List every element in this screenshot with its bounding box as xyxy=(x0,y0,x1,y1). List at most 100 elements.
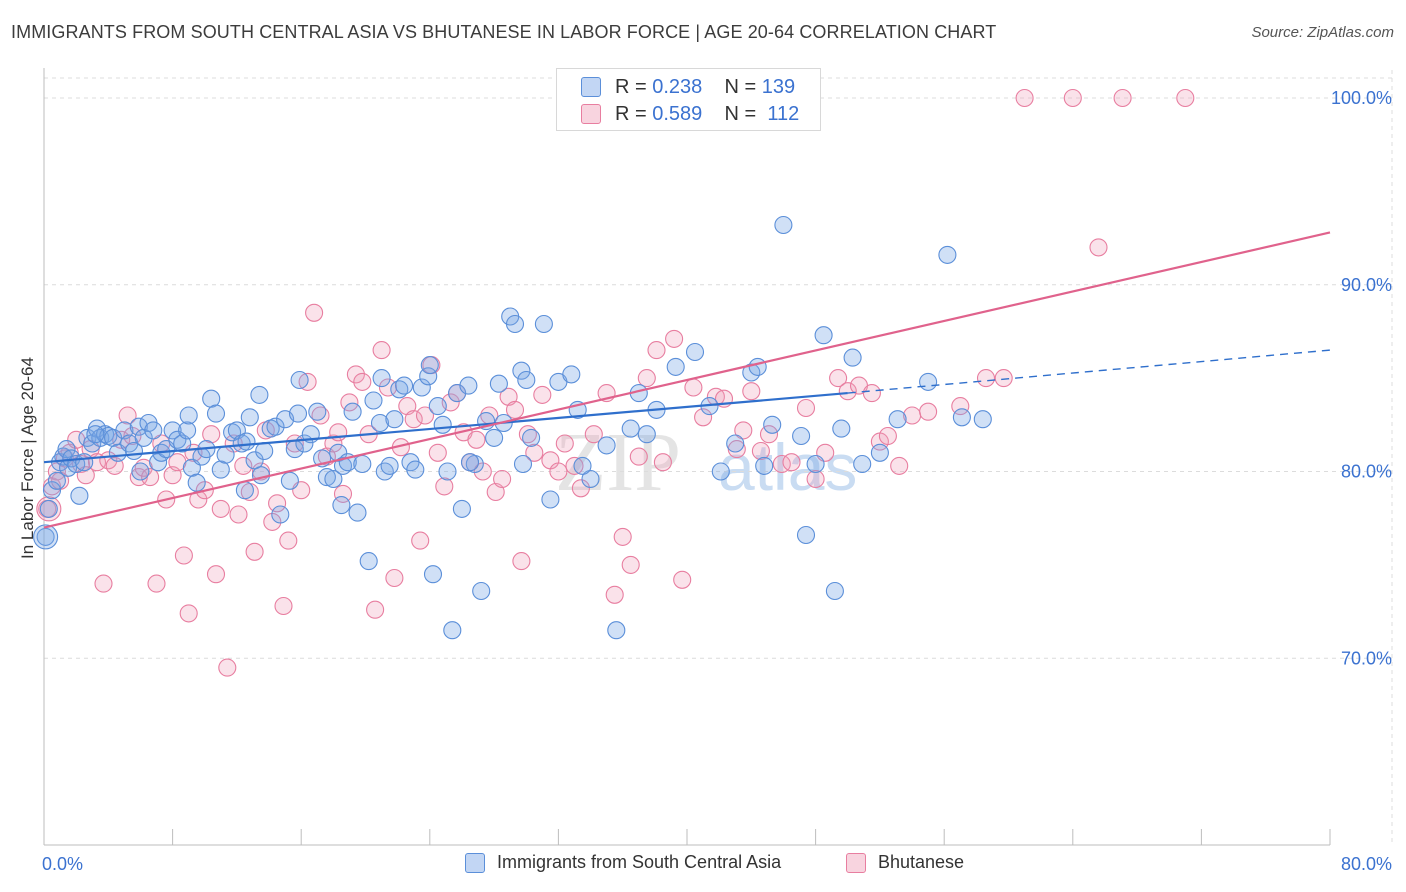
y-tick-label: 80.0% xyxy=(1341,462,1392,482)
data-point xyxy=(404,410,423,429)
data-point xyxy=(131,462,150,481)
data-point xyxy=(348,503,367,522)
data-point xyxy=(380,456,399,475)
x-tick-label: 80.0% xyxy=(1341,854,1392,874)
data-point xyxy=(637,369,656,388)
data-point xyxy=(621,419,640,438)
data-point xyxy=(332,496,351,515)
data-point xyxy=(796,398,816,418)
data-point xyxy=(149,453,168,472)
data-point xyxy=(994,369,1013,388)
legend-r-value: 0.238 xyxy=(652,75,703,98)
legend-n-value: 112 xyxy=(767,102,800,125)
bhutanese-points xyxy=(36,88,1195,677)
data-point xyxy=(353,372,372,391)
tick-labels: 70.0% 80.0% 90.0% 100.0% 0.0% 80.0% xyxy=(42,88,1392,874)
data-point xyxy=(375,462,394,481)
legend-r-label: R = xyxy=(615,75,647,98)
data-point xyxy=(555,434,574,453)
data-point xyxy=(525,443,544,462)
data-point xyxy=(372,369,391,388)
data-point xyxy=(279,531,298,550)
data-point xyxy=(919,402,938,421)
data-point xyxy=(75,453,94,472)
data-point xyxy=(665,329,684,348)
data-point xyxy=(684,378,703,397)
y-tick-label: 70.0% xyxy=(1341,648,1392,668)
data-point xyxy=(406,460,425,479)
data-point xyxy=(419,367,438,386)
data-point xyxy=(435,477,454,496)
data-point xyxy=(411,531,430,550)
data-point xyxy=(428,443,447,462)
data-point xyxy=(1089,238,1108,257)
data-point xyxy=(829,369,848,388)
data-point xyxy=(378,378,398,397)
data-point xyxy=(513,454,533,474)
data-point xyxy=(751,441,770,461)
data-point xyxy=(673,570,692,589)
data-point xyxy=(549,462,568,481)
data-point xyxy=(346,365,365,384)
data-point xyxy=(433,415,452,434)
bottom-legend-swatch-blue xyxy=(465,852,485,873)
data-point xyxy=(1176,88,1195,108)
data-point xyxy=(782,453,801,472)
data-point xyxy=(206,565,226,584)
data-point xyxy=(629,447,648,466)
data-point xyxy=(423,565,443,584)
data-point xyxy=(973,410,992,429)
data-point xyxy=(245,542,264,561)
data-point xyxy=(324,434,343,453)
data-point xyxy=(806,454,825,474)
data-point xyxy=(467,430,486,449)
data-point xyxy=(597,436,616,455)
south-central-asia-points xyxy=(33,88,992,640)
data-point xyxy=(290,370,309,390)
data-point xyxy=(853,454,872,474)
data-point xyxy=(428,397,447,416)
data-point xyxy=(862,384,881,403)
bottom-legend-label-blue: Immigrants from South Central Asia xyxy=(497,852,782,872)
data-point xyxy=(653,453,672,472)
legend-swatch-blue xyxy=(581,77,601,97)
bottom-legend-pink: Bhutanese xyxy=(846,852,964,873)
data-point xyxy=(129,417,148,436)
data-point xyxy=(271,505,290,524)
data-point xyxy=(571,479,590,498)
data-point xyxy=(324,469,343,489)
data-point xyxy=(573,456,592,475)
data-point xyxy=(976,369,996,388)
data-point xyxy=(308,402,327,421)
data-point xyxy=(533,385,552,404)
legend-n-label: N = xyxy=(724,75,757,98)
data-point xyxy=(711,462,730,481)
data-point xyxy=(562,365,581,384)
data-point xyxy=(517,370,536,390)
data-point xyxy=(385,568,404,588)
data-point xyxy=(832,419,851,438)
legend-row-blue: R = 0.238 N = 139 xyxy=(581,75,795,99)
data-point xyxy=(274,596,293,616)
data-point xyxy=(141,468,160,487)
trend-lines xyxy=(43,231,1331,529)
data-point xyxy=(843,348,862,367)
data-point xyxy=(57,440,76,459)
data-point xyxy=(637,425,656,444)
data-point xyxy=(621,555,640,574)
data-point xyxy=(33,524,59,550)
data-point xyxy=(420,356,439,375)
legend-r-label: R = xyxy=(615,102,647,125)
data-point xyxy=(245,451,264,470)
data-point xyxy=(666,357,685,376)
data-point xyxy=(493,469,512,489)
data-point xyxy=(412,378,431,397)
legend-r-value: 0.589 xyxy=(652,102,703,125)
data-point xyxy=(39,499,58,518)
data-point xyxy=(372,341,391,360)
data-point xyxy=(288,404,308,423)
data-point xyxy=(755,456,774,475)
data-point xyxy=(952,408,971,427)
data-point xyxy=(748,357,767,376)
data-point xyxy=(333,484,353,503)
